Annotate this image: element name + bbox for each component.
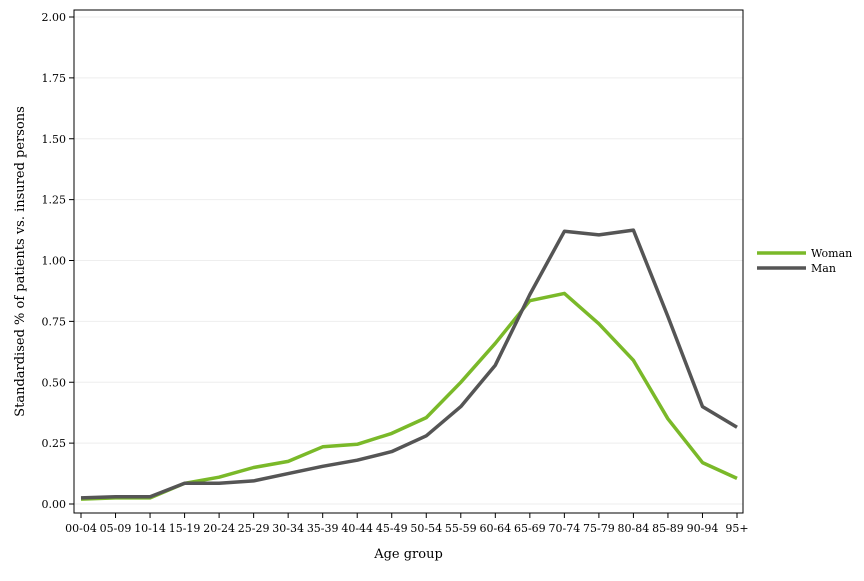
plot-area xyxy=(73,9,744,514)
x-tick-label: 85-89 xyxy=(652,522,684,535)
x-tick-label: 50-54 xyxy=(410,522,442,535)
y-tick-label: 2.00 xyxy=(42,11,67,24)
x-tick-label: 75-79 xyxy=(583,522,615,535)
series-line-woman xyxy=(80,291,738,501)
x-tick-label: 40-44 xyxy=(341,522,373,535)
x-tick-label: 35-39 xyxy=(307,522,339,535)
x-tick-label: 00-04 xyxy=(65,522,97,535)
series-lines xyxy=(80,228,738,501)
y-tick-label: 1.00 xyxy=(42,255,67,268)
legend: Woman Man xyxy=(757,247,852,275)
x-tick-label: 80-84 xyxy=(618,522,650,535)
x-axis-title: Age group xyxy=(373,547,443,562)
series-line-man xyxy=(80,228,738,500)
y-axis: 0.00 0.25 0.50 0.75 1.00 1.25 1.50 1.75 2.00 xyxy=(42,11,74,511)
y-tick-label: 0.50 xyxy=(42,376,67,389)
y-tick-label: 0.00 xyxy=(42,498,67,511)
x-tick-label: 55-59 xyxy=(445,522,477,535)
x-tick-label: 15-19 xyxy=(169,522,201,535)
x-tick-label: 05-09 xyxy=(100,522,132,535)
x-tick-label: 90-94 xyxy=(687,522,719,535)
x-tick-label: 45-49 xyxy=(376,522,408,535)
y-tick-label: 1.50 xyxy=(42,133,67,146)
x-tick-label: 10-14 xyxy=(134,522,166,535)
x-tick-label: 65-69 xyxy=(514,522,546,535)
y-axis-title: Standardised % of patients vs. insured p… xyxy=(13,106,28,417)
legend-label-man: Man xyxy=(811,262,836,275)
y-tick-label: 0.75 xyxy=(42,315,67,328)
gridlines xyxy=(74,16,743,505)
y-tick-label: 1.75 xyxy=(42,72,67,85)
y-tick-label: 0.25 xyxy=(42,437,67,450)
x-axis: 00-04 05-09 10-14 15-19 20-24 25-29 30-34 35-39… xyxy=(65,513,749,535)
y-tick-label: 1.25 xyxy=(42,194,67,207)
x-tick-label: 70-74 xyxy=(549,522,581,535)
x-tick-label: 60-64 xyxy=(479,522,511,535)
legend-label-woman: Woman xyxy=(811,247,852,260)
x-tick-label: 20-24 xyxy=(203,522,235,535)
x-tick-label: 25-29 xyxy=(238,522,270,535)
x-tick-label: 30-34 xyxy=(272,522,304,535)
x-tick-label: 95+ xyxy=(725,522,748,535)
